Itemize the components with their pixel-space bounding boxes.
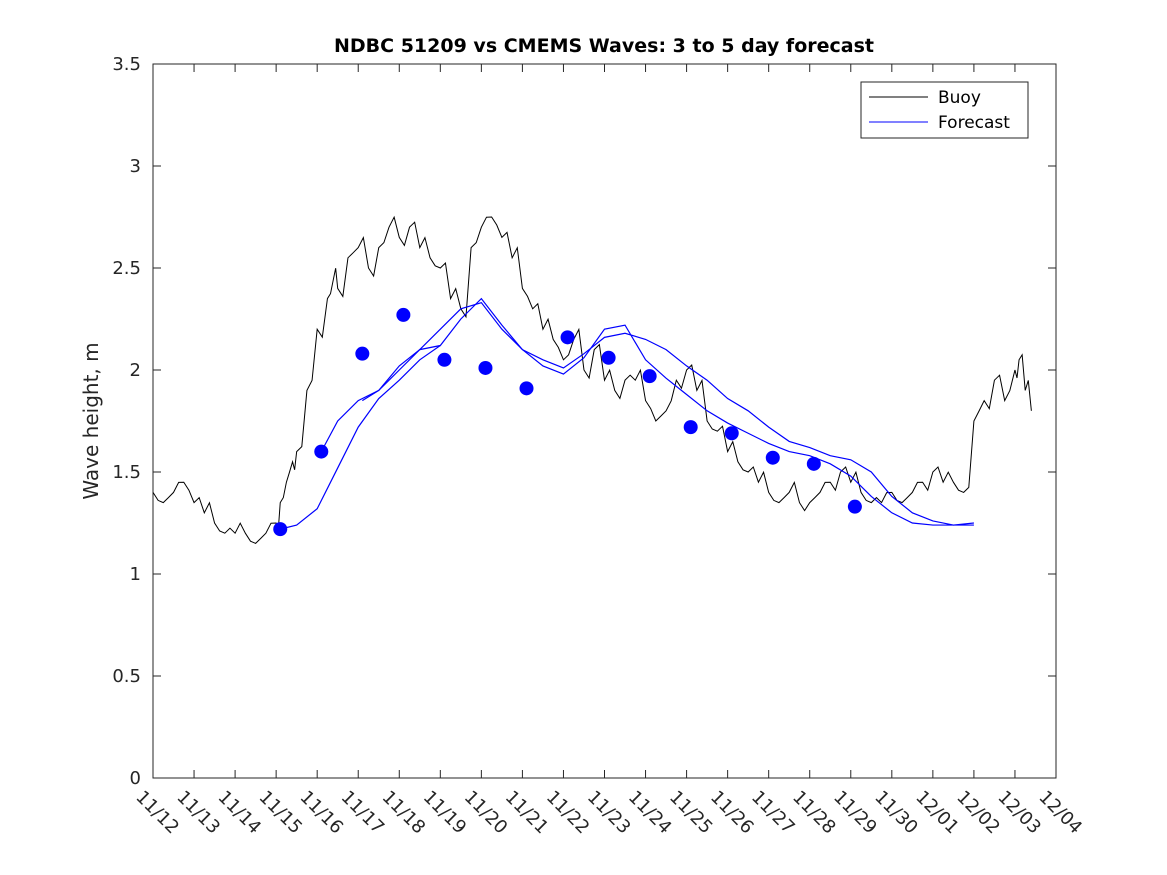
forecast-marker <box>765 450 780 465</box>
x-tick-label: 11/13 <box>173 787 225 839</box>
x-tick-label: 11/18 <box>378 787 430 839</box>
series-layer <box>152 215 1032 544</box>
forecast-marker <box>683 420 698 435</box>
forecast-marker <box>560 330 575 345</box>
series-forecast-segment-2 <box>320 297 974 526</box>
forecast-marker <box>437 352 452 367</box>
y-tick-label: 1 <box>130 564 141 585</box>
y-tick-label: 3.5 <box>112 54 141 75</box>
x-tick-label: 12/02 <box>952 787 1004 839</box>
legend-label-forecast: Forecast <box>938 113 1010 133</box>
legend: Buoy Forecast <box>860 81 1029 139</box>
y-tick-label: 2.5 <box>112 258 141 279</box>
forecast-marker <box>519 381 534 396</box>
x-tick-label: 11/20 <box>460 787 512 839</box>
axis-ticks <box>152 63 1057 779</box>
y-tick-label: 0 <box>130 768 141 789</box>
y-tick-label: 2 <box>130 360 141 381</box>
x-tick-label: 11/26 <box>706 787 758 839</box>
x-tick-label: 11/16 <box>296 787 348 839</box>
forecast-marker <box>478 360 493 375</box>
y-tick-labels: 0 0.5 1 1.5 2 2.5 3 3.5 <box>112 54 141 789</box>
x-tick-label: 11/27 <box>747 787 799 839</box>
forecast-marker <box>396 307 411 322</box>
y-tick-label: 0.5 <box>112 666 141 687</box>
forecast-marker <box>806 456 821 471</box>
x-tick-label: 11/23 <box>583 787 635 839</box>
forecast-marker <box>314 444 329 459</box>
legend-box <box>860 81 1029 139</box>
x-tick-label: 11/12 <box>131 787 183 839</box>
x-tick-label: 12/03 <box>993 787 1045 839</box>
x-tick-labels: 11/1211/1311/1411/1511/1611/1711/1811/19… <box>131 787 1086 839</box>
x-tick-label: 11/19 <box>419 787 471 839</box>
forecast-marker <box>847 499 862 514</box>
x-tick-label: 11/21 <box>501 787 553 839</box>
series-forecast-segment-1 <box>280 345 441 530</box>
x-tick-label: 11/24 <box>624 787 676 839</box>
x-tick-label: 12/04 <box>1034 787 1086 839</box>
x-tick-label: 11/15 <box>255 787 307 839</box>
x-tick-label: 12/01 <box>911 787 963 839</box>
forecast-marker <box>601 350 616 365</box>
x-tick-label: 11/25 <box>665 787 717 839</box>
x-tick-label: 11/17 <box>337 787 389 839</box>
plot-area <box>152 63 1057 779</box>
x-tick-label: 11/29 <box>829 787 881 839</box>
forecast-marker <box>642 369 657 384</box>
x-tick-label: 11/14 <box>214 787 266 839</box>
series-buoy <box>152 215 1032 544</box>
x-tick-label: 11/30 <box>870 787 922 839</box>
y-tick-label: 1.5 <box>112 462 141 483</box>
chart-title: NDBC 51209 vs CMEMS Waves: 3 to 5 day fo… <box>334 35 874 57</box>
x-tick-label: 11/28 <box>788 787 840 839</box>
legend-label-buoy: Buoy <box>938 88 981 108</box>
forecast-marker <box>355 346 370 361</box>
series-forecast-segment-3 <box>362 301 974 526</box>
y-axis-label: Wave height, m <box>79 342 103 499</box>
y-tick-label: 3 <box>130 156 141 177</box>
forecast-marker <box>724 426 739 441</box>
forecast-marker <box>273 522 288 537</box>
x-tick-label: 11/22 <box>542 787 594 839</box>
